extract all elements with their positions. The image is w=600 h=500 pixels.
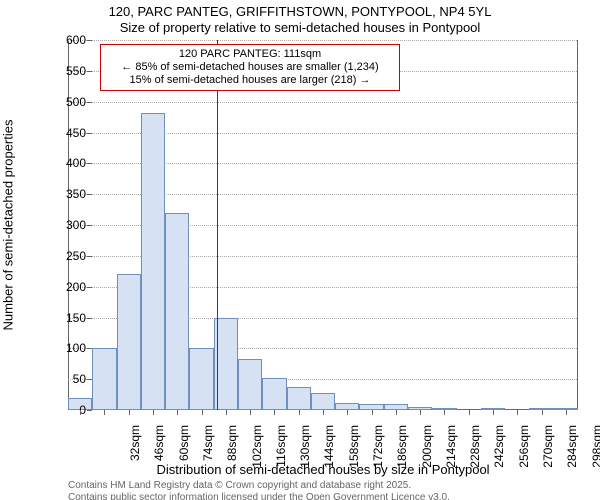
x-tick-label: 46sqm <box>152 425 166 475</box>
x-tick-mark <box>177 410 178 415</box>
annotation-line-1: 120 PARC PANTEG: 111sqm <box>107 48 393 61</box>
x-tick-label: 228sqm <box>468 425 482 475</box>
x-tick-mark <box>202 410 203 415</box>
y-tick-label: 300 <box>46 218 86 232</box>
x-tick-label: 298sqm <box>590 425 600 475</box>
y-axis-label: Number of semi-detached properties <box>1 120 16 331</box>
x-tick-mark <box>347 410 348 415</box>
x-tick-label: 158sqm <box>347 425 361 475</box>
histogram-bar <box>165 213 189 410</box>
x-tick-mark <box>80 410 81 415</box>
x-tick-label: 284sqm <box>565 425 579 475</box>
y-tick-label: 600 <box>46 33 86 47</box>
x-tick-mark <box>274 410 275 415</box>
x-tick-mark <box>517 410 518 415</box>
x-tick-mark <box>104 410 105 415</box>
title-line-1: 120, PARC PANTEG, GRIFFITHSTOWN, PONTYPO… <box>0 4 600 20</box>
x-tick-mark <box>566 410 567 415</box>
annotation-line-2: ← 85% of semi-detached houses are smalle… <box>107 61 393 74</box>
property-marker-line <box>217 40 218 410</box>
histogram-bar <box>238 359 262 410</box>
gridline <box>68 40 577 41</box>
y-tick-label: 250 <box>46 249 86 263</box>
x-tick-mark <box>542 410 543 415</box>
x-tick-label: 102sqm <box>250 425 264 475</box>
chart-title: 120, PARC PANTEG, GRIFFITHSTOWN, PONTYPO… <box>0 4 600 36</box>
x-tick-label: 172sqm <box>371 425 385 475</box>
y-tick-label: 500 <box>46 95 86 109</box>
y-tick-label: 450 <box>46 126 86 140</box>
x-tick-label: 32sqm <box>128 425 142 475</box>
y-tick-label: 400 <box>46 156 86 170</box>
histogram-bar <box>141 113 165 410</box>
histogram-bar <box>262 378 286 410</box>
histogram-bar <box>117 274 141 410</box>
x-tick-label: 242sqm <box>492 425 506 475</box>
x-tick-label: 116sqm <box>274 425 288 475</box>
annotation-box: 120 PARC PANTEG: 111sqm ← 85% of semi-de… <box>100 44 400 91</box>
histogram-bar <box>335 403 359 410</box>
x-tick-mark <box>372 410 373 415</box>
gridline <box>68 102 577 103</box>
x-tick-mark <box>323 410 324 415</box>
footer-line-1: Contains HM Land Registry data © Crown c… <box>68 480 450 492</box>
x-tick-label: 270sqm <box>541 425 555 475</box>
x-tick-label: 60sqm <box>177 425 191 475</box>
y-tick-label: 150 <box>46 311 86 325</box>
histogram-bar <box>189 348 213 410</box>
x-tick-label: 186sqm <box>395 425 409 475</box>
x-tick-mark <box>153 410 154 415</box>
x-tick-label: 256sqm <box>517 425 531 475</box>
y-tick-label: 100 <box>46 341 86 355</box>
y-tick-label: 200 <box>46 280 86 294</box>
x-tick-label: 88sqm <box>225 425 239 475</box>
y-tick-label: 50 <box>46 372 86 386</box>
x-tick-mark <box>226 410 227 415</box>
x-tick-mark <box>129 410 130 415</box>
histogram-bar <box>311 393 335 410</box>
x-tick-mark <box>420 410 421 415</box>
x-tick-mark <box>493 410 494 415</box>
x-tick-label: 130sqm <box>298 425 312 475</box>
x-tick-label: 200sqm <box>420 425 434 475</box>
x-tick-mark <box>250 410 251 415</box>
y-tick-label: 550 <box>46 64 86 78</box>
x-tick-mark <box>396 410 397 415</box>
x-tick-label: 144sqm <box>322 425 336 475</box>
footer-line-2: Contains public sector information licen… <box>68 492 450 500</box>
histogram-bar <box>287 387 311 410</box>
x-tick-label: 74sqm <box>201 425 215 475</box>
x-tick-mark <box>299 410 300 415</box>
x-tick-mark <box>469 410 470 415</box>
x-tick-label: 214sqm <box>444 425 458 475</box>
x-tick-mark <box>444 410 445 415</box>
y-tick-label: 350 <box>46 187 86 201</box>
histogram-bar <box>92 348 116 410</box>
title-line-2: Size of property relative to semi-detach… <box>0 20 600 36</box>
footer-attribution: Contains HM Land Registry data © Crown c… <box>68 480 450 500</box>
annotation-line-3: 15% of semi-detached houses are larger (… <box>107 74 393 87</box>
histogram-plot <box>68 40 578 410</box>
